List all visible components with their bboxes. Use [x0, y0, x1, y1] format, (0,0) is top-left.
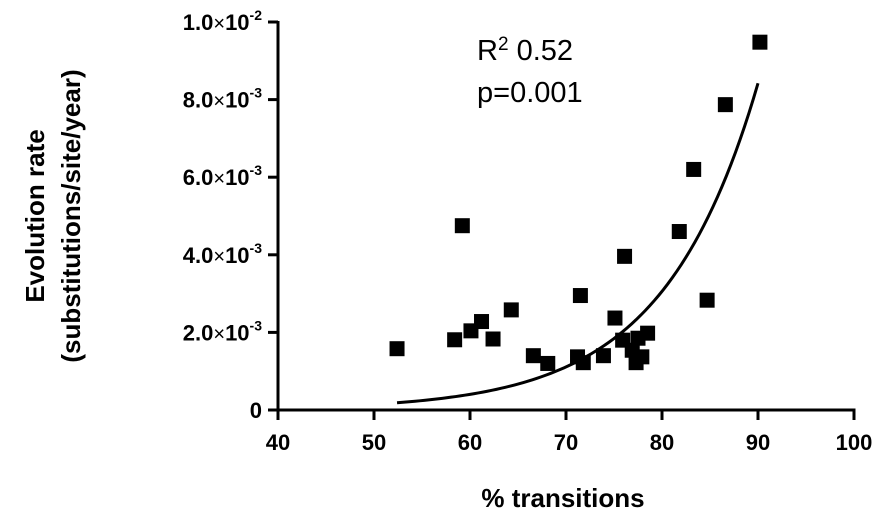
x-tick-label: 100	[836, 430, 873, 455]
data-points	[389, 34, 768, 371]
y-tick-label: 4.0×10-3	[183, 240, 262, 268]
data-point	[640, 325, 656, 341]
r-squared-annotation: R2 0.52	[477, 34, 573, 68]
x-tick-label: 40	[266, 430, 290, 455]
x-tick-label: 80	[650, 430, 674, 455]
data-point	[572, 288, 588, 304]
data-point	[389, 341, 405, 357]
data-point	[686, 161, 702, 177]
data-point	[634, 349, 650, 365]
data-point	[454, 218, 470, 234]
data-point	[617, 248, 633, 264]
data-point	[447, 332, 463, 348]
x-axis-title: % transitions	[481, 483, 644, 513]
p-value-annotation: p=0.001	[477, 77, 583, 109]
data-point	[525, 348, 541, 364]
data-point	[540, 355, 556, 371]
data-point	[607, 310, 623, 326]
r2-value: 0.52	[509, 35, 574, 67]
r2-superscript: 2	[498, 34, 509, 55]
data-point	[671, 224, 687, 240]
y-axis-title: Evolution rate (substitutions/site/year)	[20, 69, 86, 362]
x-tick-label: 60	[458, 430, 482, 455]
x-tick-label: 90	[746, 430, 770, 455]
y-axis-title-line: (substitutions/site/year)	[56, 69, 86, 362]
y-tick-label: 2.0×10-3	[183, 317, 262, 345]
y-tick-label: 1.0×10-2	[183, 7, 262, 35]
data-point	[595, 348, 611, 364]
data-point	[699, 292, 715, 308]
y-tick-label: 0	[250, 398, 262, 423]
data-point	[717, 97, 733, 113]
x-tick-label: 70	[554, 430, 578, 455]
data-point	[485, 331, 501, 347]
x-tick-label: 50	[362, 430, 386, 455]
data-point	[575, 355, 591, 371]
data-point	[503, 302, 519, 318]
y-axis-ticks: 0 2.0×10-3 4.0×10-3 6.0×10-3 8.0×10-3 1.0×10-…	[183, 7, 278, 423]
y-tick-label: 6.0×10-3	[183, 162, 262, 190]
y-tick-label: 8.0×10-3	[183, 85, 262, 113]
data-point	[752, 34, 768, 50]
y-axis-title-line: Evolution rate	[20, 129, 50, 302]
data-point	[474, 314, 490, 330]
r2-prefix: R	[477, 35, 498, 67]
x-axis-ticks: 40 50 60 70 80 90 100	[266, 410, 873, 455]
